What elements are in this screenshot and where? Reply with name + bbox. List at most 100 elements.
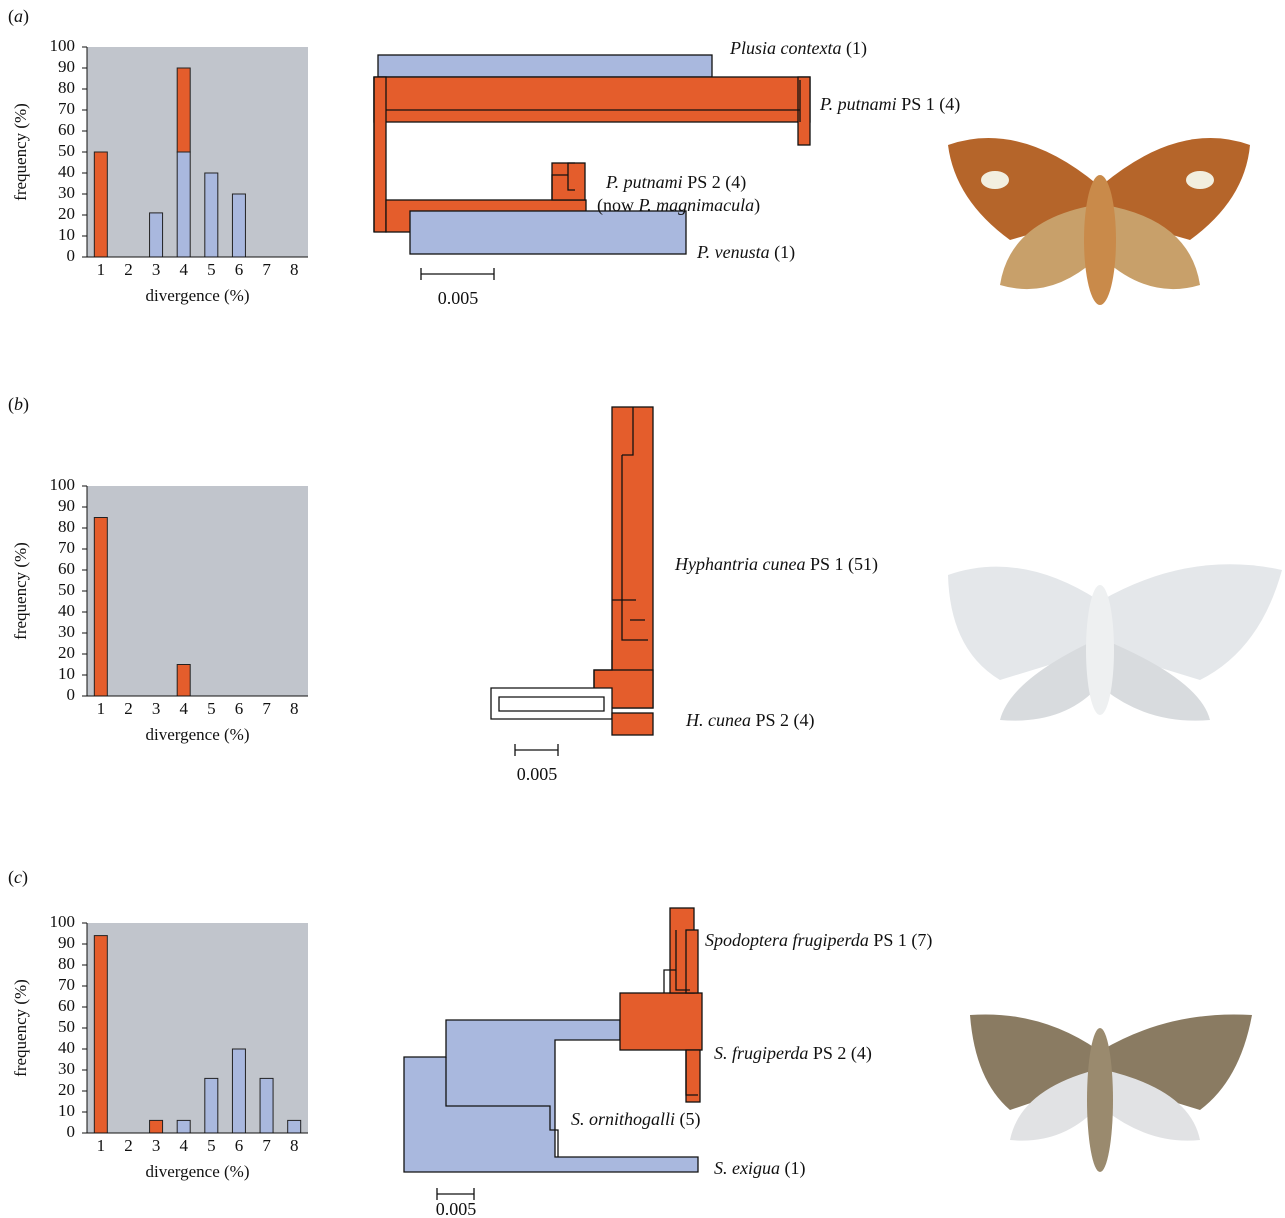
bar xyxy=(177,1120,190,1133)
panel-label-part: b xyxy=(14,394,23,414)
x-tick-label: 4 xyxy=(179,699,188,718)
tree-label-part: (5) xyxy=(675,1109,701,1130)
tree-label-part: P. putnami xyxy=(605,172,683,192)
tree-label: Hyphantria cunea PS 1 (51) xyxy=(674,554,878,575)
figure: 010203040506070809010012345678divergence… xyxy=(0,0,1285,1218)
x-tick-label: 2 xyxy=(124,699,133,718)
x-tick-label: 4 xyxy=(179,1136,188,1155)
bar xyxy=(150,1120,163,1133)
y-tick-label: 10 xyxy=(58,225,75,244)
bar xyxy=(94,152,107,257)
tree-label: Spodoptera frugiperda PS 1 (7) xyxy=(705,930,932,951)
y-tick-label: 0 xyxy=(67,1122,76,1141)
x-axis-label: divergence (%) xyxy=(146,1162,250,1181)
bar xyxy=(177,665,190,697)
panel-label-part: c xyxy=(14,867,22,887)
y-tick-label: 10 xyxy=(58,664,75,683)
x-axis-label: divergence (%) xyxy=(146,286,250,305)
x-tick-label: 7 xyxy=(262,260,271,279)
x-tick-label: 3 xyxy=(152,1136,161,1155)
x-tick-label: 2 xyxy=(124,1136,133,1155)
x-tick-label: 2 xyxy=(124,260,133,279)
tree-label: Plusia contexta (1) xyxy=(729,38,867,59)
panel-label-part: a xyxy=(14,6,23,26)
y-tick-label: 90 xyxy=(58,933,75,952)
x-tick-label: 1 xyxy=(97,1136,106,1155)
tree-label-part: (now xyxy=(597,195,639,216)
tree-label-part: Hyphantria cunea xyxy=(674,554,805,574)
y-tick-label: 80 xyxy=(58,78,75,97)
tree-label-part: S. exigua xyxy=(714,1158,780,1178)
x-tick-label: 4 xyxy=(179,260,188,279)
bar xyxy=(94,518,107,697)
panel-label: (a) xyxy=(8,6,29,27)
scale-label: 0.005 xyxy=(517,764,558,784)
y-tick-label: 60 xyxy=(58,120,75,139)
tree-label: S. frugiperda PS 2 (4) xyxy=(714,1043,872,1064)
y-tick-label: 70 xyxy=(58,99,75,118)
panel-label-part: ) xyxy=(23,394,29,415)
bar xyxy=(150,213,163,257)
x-tick-label: 8 xyxy=(290,1136,299,1155)
y-tick-label: 30 xyxy=(58,1059,75,1078)
tree-label-part: PS 1 (51) xyxy=(805,554,878,575)
scale-label: 0.005 xyxy=(436,1199,477,1218)
y-tick-label: 70 xyxy=(58,538,75,557)
y-axis-label: frequency (%) xyxy=(11,103,30,201)
tree-label: P. putnami PS 2 (4) xyxy=(605,172,746,193)
x-axis-label: divergence (%) xyxy=(146,725,250,744)
y-tick-label: 40 xyxy=(58,1038,75,1057)
tree-label-part: P. venusta xyxy=(696,242,770,262)
tree-label-part: PS 2 (4) xyxy=(751,710,815,731)
bar xyxy=(260,1078,273,1133)
panel-label: (c) xyxy=(8,867,28,888)
tree-label-part: (1) xyxy=(780,1158,806,1179)
y-tick-label: 20 xyxy=(58,1080,75,1099)
bar xyxy=(205,173,218,257)
moth-c xyxy=(970,1014,1252,1172)
x-tick-label: 8 xyxy=(290,260,299,279)
bar xyxy=(177,152,190,257)
y-tick-label: 60 xyxy=(58,559,75,578)
x-tick-label: 3 xyxy=(152,699,161,718)
y-tick-label: 20 xyxy=(58,204,75,223)
x-tick-label: 7 xyxy=(262,1136,271,1155)
y-tick-label: 0 xyxy=(67,246,76,265)
tree-label-part: PS 2 (4) xyxy=(808,1043,872,1064)
bar xyxy=(288,1120,301,1133)
y-tick-label: 80 xyxy=(58,954,75,973)
y-tick-label: 90 xyxy=(58,496,75,515)
scale-label: 0.005 xyxy=(438,288,479,308)
bar xyxy=(205,1078,218,1133)
panel-label: (b) xyxy=(8,394,29,415)
plot-background xyxy=(87,923,308,1133)
bar xyxy=(94,936,107,1133)
y-tick-label: 40 xyxy=(58,162,75,181)
x-tick-label: 1 xyxy=(97,260,106,279)
y-tick-label: 20 xyxy=(58,643,75,662)
panel-label-part: ) xyxy=(23,6,29,27)
x-tick-label: 6 xyxy=(235,699,244,718)
y-tick-label: 50 xyxy=(58,1017,75,1036)
tree-label-part: S. ornithogalli xyxy=(571,1109,675,1129)
tree-label: H. cunea PS 2 (4) xyxy=(685,710,815,731)
moth-b xyxy=(948,564,1282,720)
tree-label-part: H. cunea xyxy=(685,710,751,730)
bar xyxy=(232,194,245,257)
plot-background xyxy=(87,486,308,696)
tree-c xyxy=(404,908,702,1200)
moth-a xyxy=(948,138,1250,305)
tree-label-part: (1) xyxy=(841,38,867,59)
y-tick-label: 30 xyxy=(58,622,75,641)
tree-label-part: PS 2 (4) xyxy=(683,172,747,193)
y-tick-label: 0 xyxy=(67,685,76,704)
tree-label: P. putnami PS 1 (4) xyxy=(819,94,960,115)
y-tick-label: 80 xyxy=(58,517,75,536)
y-tick-label: 60 xyxy=(58,996,75,1015)
plot-background xyxy=(87,47,308,257)
x-tick-label: 3 xyxy=(152,260,161,279)
x-tick-label: 6 xyxy=(235,260,244,279)
tree-label-part: PS 1 (4) xyxy=(897,94,961,115)
